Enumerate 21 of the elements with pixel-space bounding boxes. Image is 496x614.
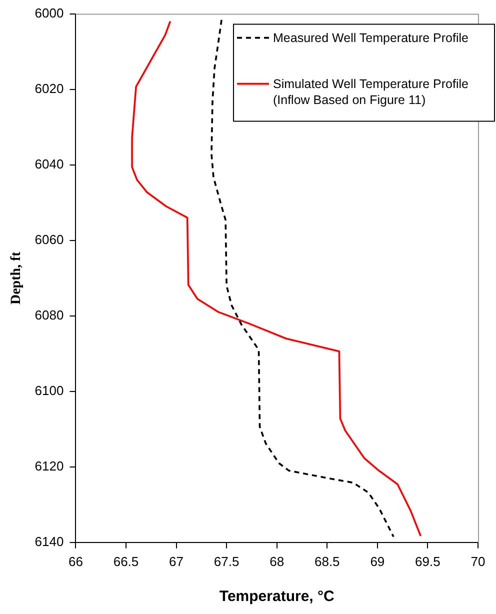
x-tick-label: 67.5	[214, 554, 240, 569]
y-tick-label: 6040	[34, 156, 64, 172]
x-tick-label: 69.5	[415, 554, 440, 569]
y-tick-label: 6060	[34, 232, 64, 247]
x-tick-label: 66	[68, 554, 83, 569]
x-tick-label: 66.5	[113, 554, 139, 569]
x-tick-label: 67	[169, 554, 184, 569]
y-tick-label: 6020	[34, 80, 64, 96]
x-tick-label: 68.5	[314, 554, 340, 569]
x-tick-label: 68	[270, 554, 284, 569]
y-tick-label: 6100	[34, 382, 64, 398]
x-tick-label: 70	[470, 554, 486, 569]
y-tick-label: 6120	[34, 458, 64, 474]
legend-label: Measured Well Temperature Profile	[273, 30, 469, 45]
x-tick-label: 69	[370, 554, 385, 569]
y-axis-title: Depth, ft	[9, 251, 24, 305]
y-tick-label: 6000	[34, 5, 64, 20]
legend-label: Simulated Well Temperature Profile (Inflow Based on Figure 11)	[273, 76, 469, 107]
y-tick-label: 6140	[34, 534, 64, 549]
y-tick-label: 6080	[34, 307, 64, 322]
x-axis-title: Temperature, °C	[219, 588, 334, 606]
